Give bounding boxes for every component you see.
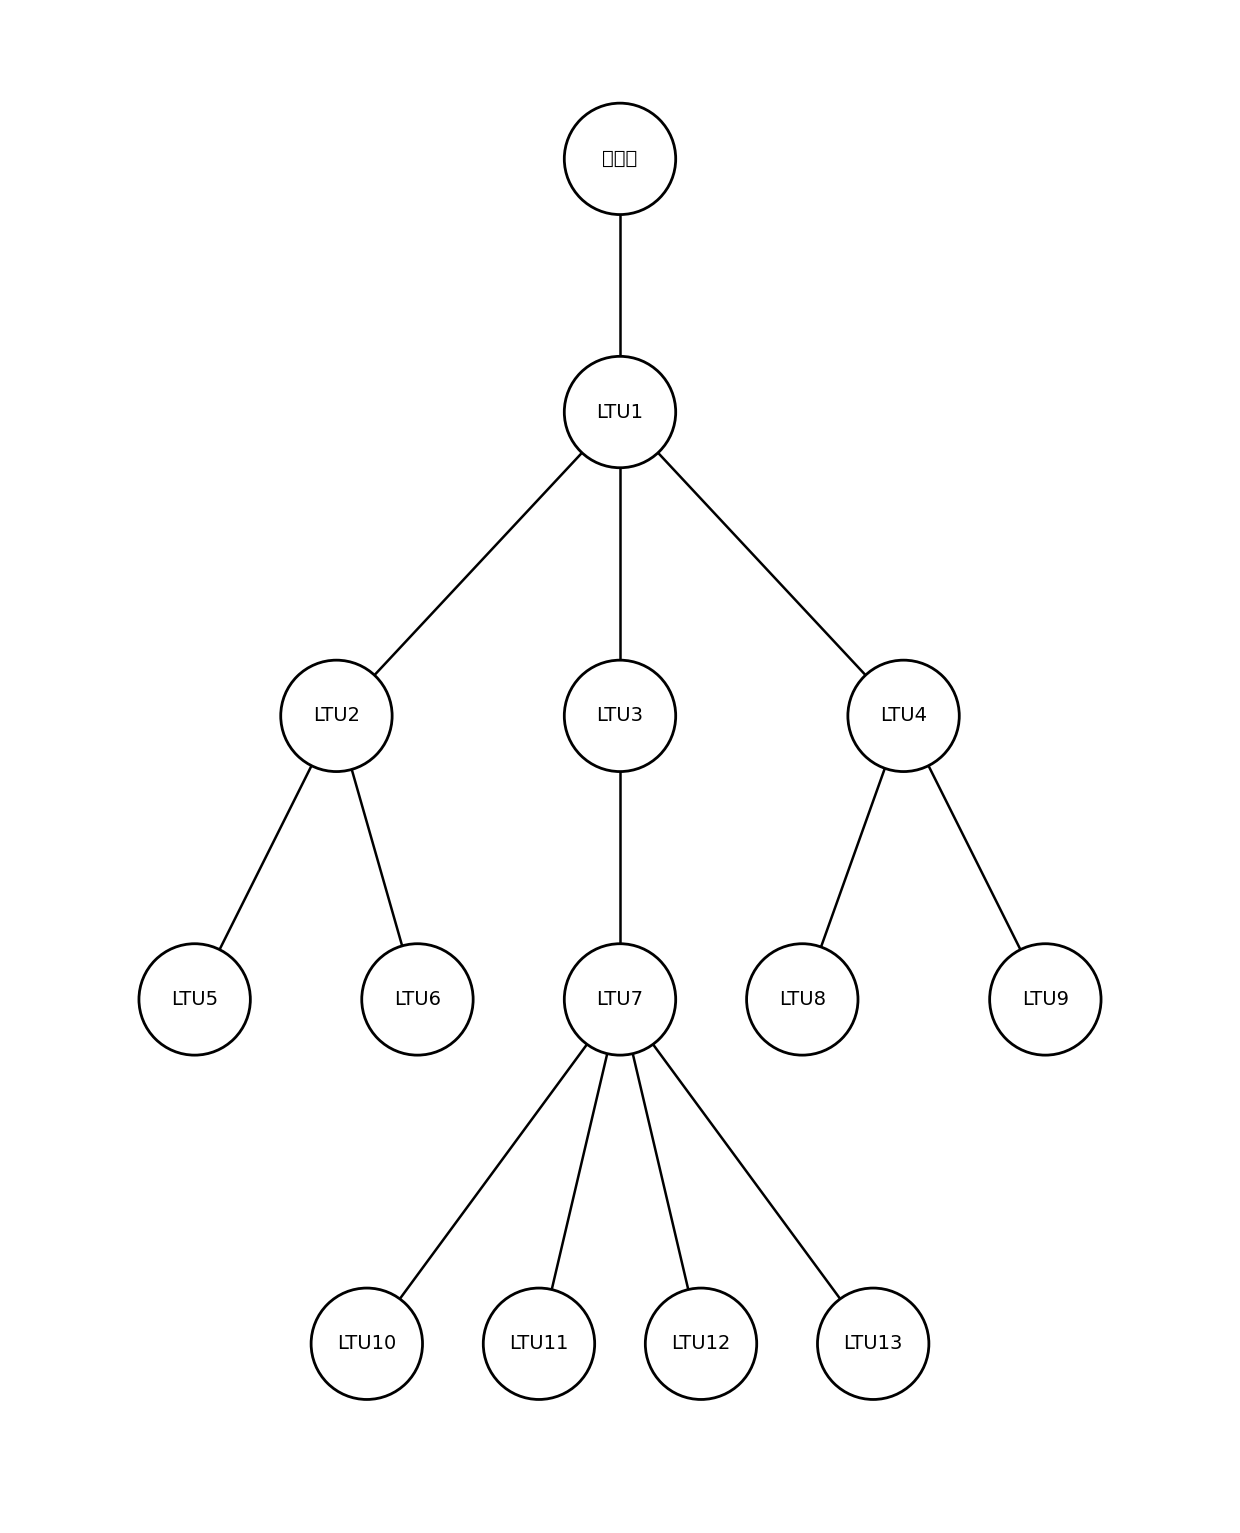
Text: 变压器: 变压器 <box>603 149 637 169</box>
Text: LTU10: LTU10 <box>337 1334 397 1354</box>
Circle shape <box>362 944 474 1055</box>
Text: LTU7: LTU7 <box>596 990 644 1009</box>
Text: LTU3: LTU3 <box>596 707 644 725</box>
Circle shape <box>564 356 676 468</box>
Circle shape <box>817 1288 929 1400</box>
Circle shape <box>564 944 676 1055</box>
Text: LTU13: LTU13 <box>843 1334 903 1354</box>
Circle shape <box>848 661 960 771</box>
Text: LTU4: LTU4 <box>880 707 928 725</box>
Circle shape <box>564 103 676 215</box>
Circle shape <box>280 661 392 771</box>
Circle shape <box>990 944 1101 1055</box>
Circle shape <box>746 944 858 1055</box>
Circle shape <box>311 1288 423 1400</box>
Circle shape <box>645 1288 756 1400</box>
Text: LTU6: LTU6 <box>394 990 441 1009</box>
Circle shape <box>139 944 250 1055</box>
Text: LTU12: LTU12 <box>671 1334 730 1354</box>
Text: LTU11: LTU11 <box>510 1334 569 1354</box>
Circle shape <box>484 1288 595 1400</box>
Text: LTU9: LTU9 <box>1022 990 1069 1009</box>
Text: LTU2: LTU2 <box>312 707 360 725</box>
Text: LTU8: LTU8 <box>779 990 826 1009</box>
Text: LTU1: LTU1 <box>596 403 644 422</box>
Circle shape <box>564 661 676 771</box>
Text: LTU5: LTU5 <box>171 990 218 1009</box>
